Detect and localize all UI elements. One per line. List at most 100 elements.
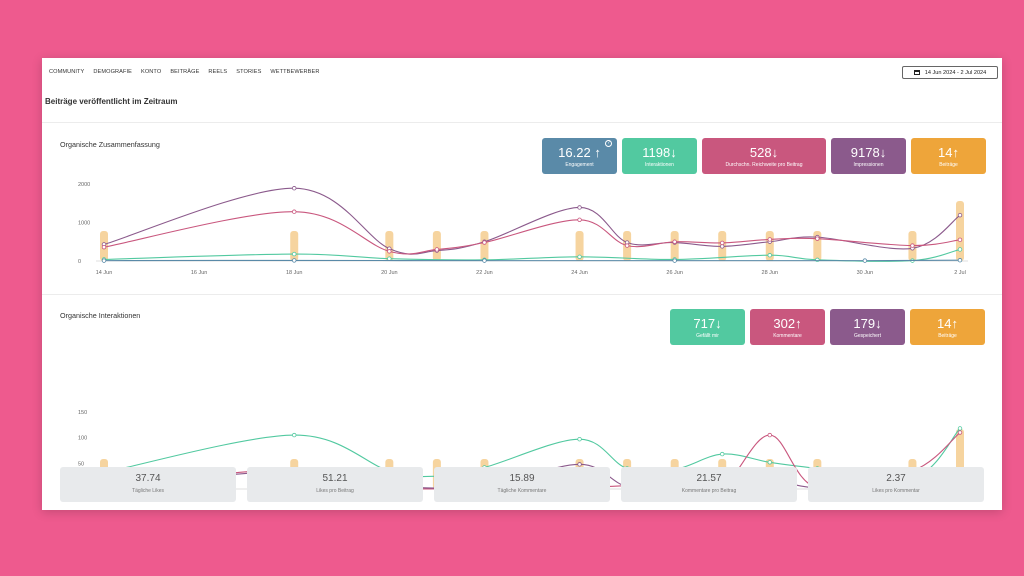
kpi-interaktionen-label: Interaktionen	[645, 161, 674, 168]
x-tick-label: 22 Jun	[476, 270, 493, 276]
data-point	[482, 258, 487, 263]
x-tick-label: 18 Jun	[286, 270, 303, 276]
x-tick-label: 30 Jun	[857, 270, 874, 276]
arrow-up-icon: ↑	[594, 144, 601, 160]
data-point	[387, 256, 392, 261]
data-point	[720, 451, 725, 457]
kpi-reichweite[interactable]: 528↓ Durchschn. Reichweite pro Beitrag	[702, 138, 826, 174]
data-point	[720, 240, 725, 246]
data-point	[957, 212, 963, 218]
stat-label: Likes pro Beitrag	[316, 488, 354, 494]
stat-likes-pro-kommentar: 2.37 Likes pro Kommentar	[808, 467, 984, 502]
kpi-kommentare[interactable]: 302↑ Kommentare	[750, 309, 825, 345]
data-point	[957, 247, 963, 252]
kpi-gefaellt-mir[interactable]: 717↓ Gefällt mir	[670, 309, 745, 345]
stat-label: Tägliche Likes	[132, 488, 164, 494]
posts-bar	[575, 231, 584, 261]
y-tick-label: 50	[78, 461, 84, 467]
data-point	[957, 237, 963, 243]
kpi-kommentare-value: 302	[773, 315, 796, 331]
data-point	[957, 426, 963, 431]
stat-value: 21.57	[696, 473, 722, 484]
y-tick-label: 150	[78, 410, 87, 416]
date-range-label: 14 Jun 2024 - 2 Jul 2024	[924, 69, 987, 76]
kpi-beitraege[interactable]: 14↑ Beiträge	[911, 138, 986, 174]
kpi-engagement[interactable]: ? 16.22 ↑ Engagement	[542, 138, 617, 174]
data-point	[577, 217, 582, 223]
nav-reels[interactable]: REELS	[208, 69, 228, 75]
posts-bar	[765, 231, 774, 261]
stat-kommentare-pro-beitrag: 21.57 Kommentare pro Beitrag	[621, 467, 797, 502]
y-tick-label: 1000	[78, 221, 90, 227]
x-tick-label: 28 Jun	[762, 270, 779, 276]
x-tick-label: 26 Jun	[666, 270, 683, 276]
arrow-down-icon: ↓	[875, 315, 882, 331]
page-heading: Beiträge veröffentlicht im Zeitraum	[45, 97, 178, 106]
posts-bar	[432, 231, 441, 261]
posts-bar	[290, 231, 299, 261]
data-point	[862, 258, 868, 263]
kpi-beitraege-2[interactable]: 14↑ Beiträge	[910, 309, 985, 345]
date-range-button[interactable]: 14 Jun 2024 - 2 Jul 2024	[902, 66, 998, 79]
data-point	[577, 437, 582, 442]
posts-bar	[385, 231, 394, 261]
stat-value: 2.37	[886, 473, 906, 484]
data-point	[624, 243, 630, 248]
help-icon[interactable]: ?	[605, 140, 612, 147]
calendar-icon	[913, 70, 920, 75]
data-point	[767, 432, 772, 438]
x-tick-label: 2 Jul	[954, 270, 966, 276]
arrow-down-icon: ↓	[879, 144, 887, 160]
dashboard-card: COMMUNITY DEMOGRAFIE KONTO BEITRÄGE REEL…	[42, 58, 1002, 510]
data-point	[292, 209, 297, 214]
kpi-gespeichert[interactable]: 179↓ Gespeichert	[830, 309, 905, 345]
data-point	[434, 247, 440, 252]
series-line	[103, 211, 961, 255]
data-point	[292, 251, 297, 257]
interactions-title: Organische Interaktionen	[60, 311, 141, 320]
kpi-gespeichert-label: Gespeichert	[854, 332, 881, 339]
x-tick-label: 14 Jun	[96, 270, 113, 276]
data-point	[957, 430, 963, 435]
kpi-gefaellt-mir-label: Gefällt mir	[696, 332, 719, 339]
data-point	[767, 237, 772, 242]
stat-label: Kommentare pro Beitrag	[681, 488, 737, 494]
stat-value: 51.21	[322, 473, 348, 484]
data-point	[720, 244, 725, 249]
y-tick-label: 100	[78, 436, 87, 442]
data-point	[767, 460, 772, 465]
kpi-engagement-value: 16.22	[558, 144, 591, 160]
x-tick-label: 20 Jun	[381, 270, 398, 276]
arrow-down-icon: ↓	[771, 144, 779, 160]
data-point	[577, 462, 582, 467]
posts-bar	[670, 231, 679, 261]
data-point	[577, 205, 582, 210]
y-tick-label: 2000	[78, 182, 90, 188]
data-point	[292, 258, 297, 263]
nav-wettbewerber[interactable]: WETTBEWERBER	[270, 69, 320, 75]
series-line	[103, 248, 961, 262]
series-line	[103, 187, 961, 255]
nav-demografie[interactable]: DEMOGRAFIE	[93, 69, 133, 75]
data-point	[767, 253, 772, 258]
nav-konto[interactable]: KONTO	[141, 69, 162, 75]
summary-title: Organische Zusammenfassung	[60, 140, 160, 149]
stat-label: Likes pro Kommentar	[872, 488, 920, 494]
arrow-up-icon: ↑	[795, 315, 802, 331]
stat-likes-pro-beitrag: 51.21 Likes pro Beitrag	[247, 467, 423, 502]
kpi-kommentare-label: Kommentare	[773, 332, 802, 339]
arrow-down-icon: ↓	[715, 315, 722, 331]
data-point	[292, 186, 297, 191]
data-point	[957, 258, 963, 263]
nav-community[interactable]: COMMUNITY	[49, 69, 85, 75]
stat-label: Tägliche Kommentare	[497, 488, 547, 494]
kpi-impressionen[interactable]: 9178↓ Impressionen	[831, 138, 906, 174]
nav-beitraege[interactable]: BEITRÄGE	[170, 69, 200, 75]
kpi-impressionen-value: 9178	[850, 144, 880, 160]
kpi-beitraege-label: Beiträge	[939, 161, 958, 168]
kpi-interaktionen[interactable]: 1198↓ Interaktionen	[622, 138, 697, 174]
y-tick-label: 0	[78, 259, 81, 265]
nav-stories[interactable]: STORIES	[236, 69, 262, 75]
stat-taegliche-likes: 37.74 Tägliche Likes	[60, 467, 236, 502]
